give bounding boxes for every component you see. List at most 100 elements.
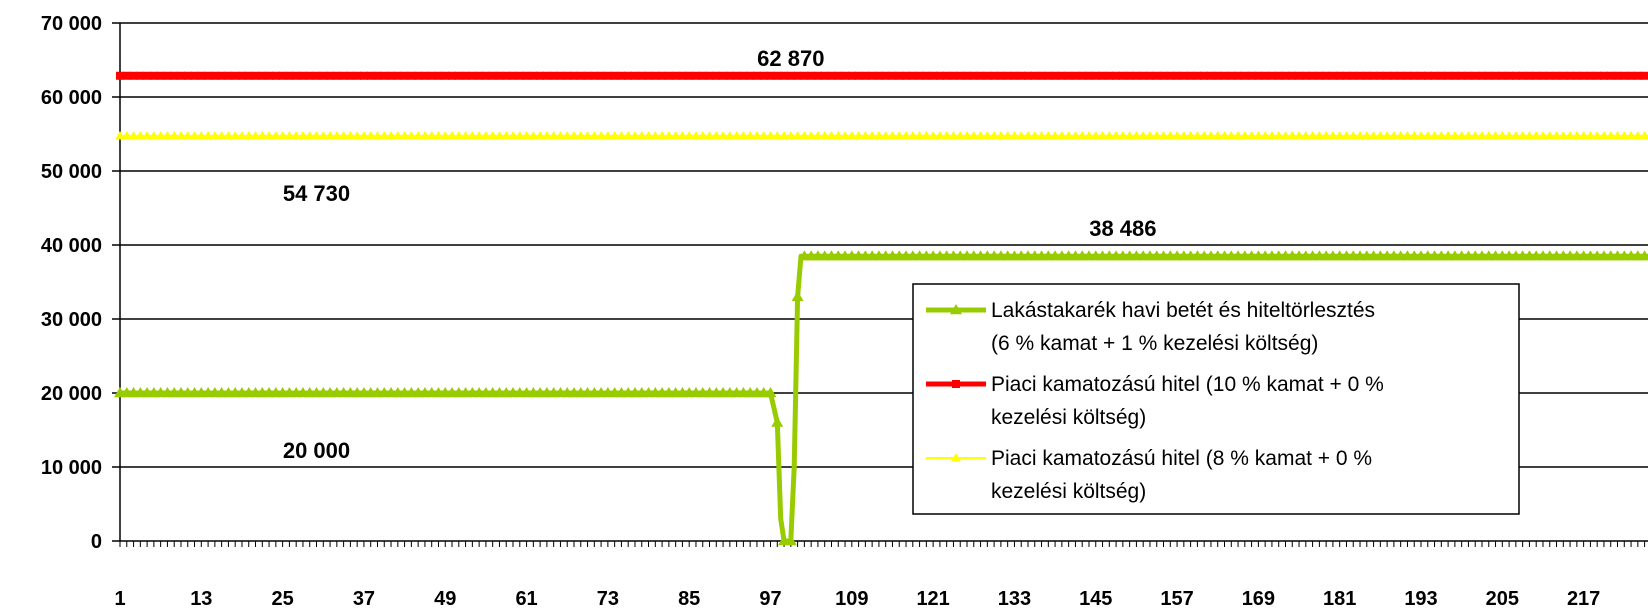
piaci10-marker	[942, 71, 951, 80]
piaci8-marker	[1355, 130, 1366, 140]
lakastakarek-marker	[950, 304, 962, 315]
piaci10-marker	[515, 71, 524, 80]
piaci10-marker	[1274, 71, 1283, 80]
piaci8-marker	[115, 130, 125, 140]
lakastakarek-marker	[791, 290, 804, 301]
piaci10-marker	[1498, 71, 1507, 80]
piaci10-marker	[1017, 71, 1026, 80]
piaci8-marker	[758, 130, 769, 140]
piaci8-marker	[182, 130, 193, 140]
piaci8-marker	[1368, 130, 1379, 140]
piaci8-marker	[1463, 130, 1474, 140]
piaci10-marker	[556, 71, 565, 80]
piaci10-marker	[509, 71, 518, 80]
piaci8-marker	[995, 130, 1006, 140]
piaci10-marker	[1477, 71, 1486, 80]
piaci10-marker	[475, 71, 484, 80]
x-tick-label: 25	[272, 588, 294, 610]
piaci10-marker	[1003, 71, 1012, 80]
legend-label: (6 % kamat + 1 % kezelési költség)	[991, 332, 1318, 355]
piaci10-marker	[183, 71, 192, 80]
piaci10-marker	[434, 71, 443, 80]
piaci8-marker	[1578, 130, 1589, 140]
piaci8-marker	[331, 130, 342, 140]
piaci10-marker	[902, 71, 911, 80]
piaci8-marker	[718, 130, 729, 140]
piaci8-marker	[284, 130, 295, 140]
piaci10-marker	[630, 71, 639, 80]
piaci10-marker	[719, 71, 728, 80]
piaci10-marker	[1125, 71, 1134, 80]
piaci10-marker	[881, 71, 890, 80]
piaci10-marker	[224, 71, 233, 80]
piaci10-marker	[332, 71, 341, 80]
piaci8-marker	[250, 130, 261, 140]
piaci10-marker	[603, 71, 612, 80]
piaci10-marker	[1389, 71, 1398, 80]
series-lakastakarek	[114, 250, 1648, 546]
piaci10-marker	[1200, 71, 1209, 80]
piaci10-marker	[441, 71, 450, 80]
x-tick-label: 193	[1404, 588, 1437, 610]
y-tick-label: 20 000	[41, 383, 102, 405]
piaci8-marker	[514, 130, 525, 140]
lakastakarek-marker	[764, 387, 777, 398]
piaci10-marker	[922, 71, 931, 80]
x-tick-label: 37	[353, 588, 375, 610]
piaci8-marker	[1226, 130, 1237, 140]
piaci8-marker	[1192, 130, 1203, 140]
piaci8-marker	[921, 130, 932, 140]
piaci8-marker	[175, 130, 186, 140]
piaci10-marker	[597, 71, 606, 80]
piaci10-marker	[1057, 71, 1066, 80]
piaci10-marker	[800, 71, 809, 80]
piaci10-marker	[502, 71, 511, 80]
piaci10-marker	[1064, 71, 1073, 80]
piaci8-marker	[1619, 130, 1630, 140]
piaci10-marker	[1234, 71, 1243, 80]
piaci8-marker	[1416, 130, 1427, 140]
piaci10-marker	[1051, 71, 1060, 80]
piaci8-marker	[1083, 130, 1094, 140]
piaci8-marker	[162, 130, 173, 140]
piaci8-marker	[1307, 130, 1318, 140]
piaci8-marker	[1504, 130, 1515, 140]
piaci10-marker	[285, 71, 294, 80]
piaci10-marker	[400, 71, 409, 80]
piaci10-marker	[705, 71, 714, 80]
piaci8-marker	[1151, 130, 1162, 140]
piaci8-marker	[365, 130, 376, 140]
piaci10-marker	[326, 71, 335, 80]
piaci10-marker	[244, 71, 253, 80]
piaci10-marker	[1532, 71, 1541, 80]
piaci8-marker	[1036, 130, 1047, 140]
piaci10-marker	[1145, 71, 1154, 80]
piaci8-marker	[223, 130, 234, 140]
legend-item-lakastakarek: Lakástakarék havi betét és hiteltörleszt…	[926, 299, 1375, 355]
y-tick-label: 0	[91, 531, 102, 553]
legend-label: kezelési költség)	[991, 480, 1146, 503]
piaci10-marker	[766, 71, 775, 80]
piaci8-marker	[772, 130, 783, 140]
piaci8-marker	[711, 130, 722, 140]
x-tick-label: 181	[1323, 588, 1356, 610]
piaci10-marker	[319, 71, 328, 80]
piaci10-marker	[353, 71, 362, 80]
x-tick-label: 61	[515, 588, 537, 610]
piaci10-marker	[1491, 71, 1500, 80]
piaci8-marker	[1632, 130, 1643, 140]
piaci8-marker	[657, 130, 668, 140]
series-piaci8	[115, 130, 1648, 140]
piaci8-marker	[1178, 130, 1189, 140]
piaci8-marker	[1056, 130, 1067, 140]
lakastakarek-marker	[1638, 250, 1648, 261]
piaci10-marker	[1484, 71, 1493, 80]
piaci8-marker	[392, 130, 403, 140]
piaci10-marker	[841, 71, 850, 80]
piaci10-marker	[610, 71, 619, 80]
piaci8-marker	[1436, 130, 1447, 140]
piaci8-marker	[629, 130, 640, 140]
piaci10-marker	[1572, 71, 1581, 80]
piaci8-marker	[1280, 130, 1291, 140]
piaci10-marker	[576, 71, 585, 80]
